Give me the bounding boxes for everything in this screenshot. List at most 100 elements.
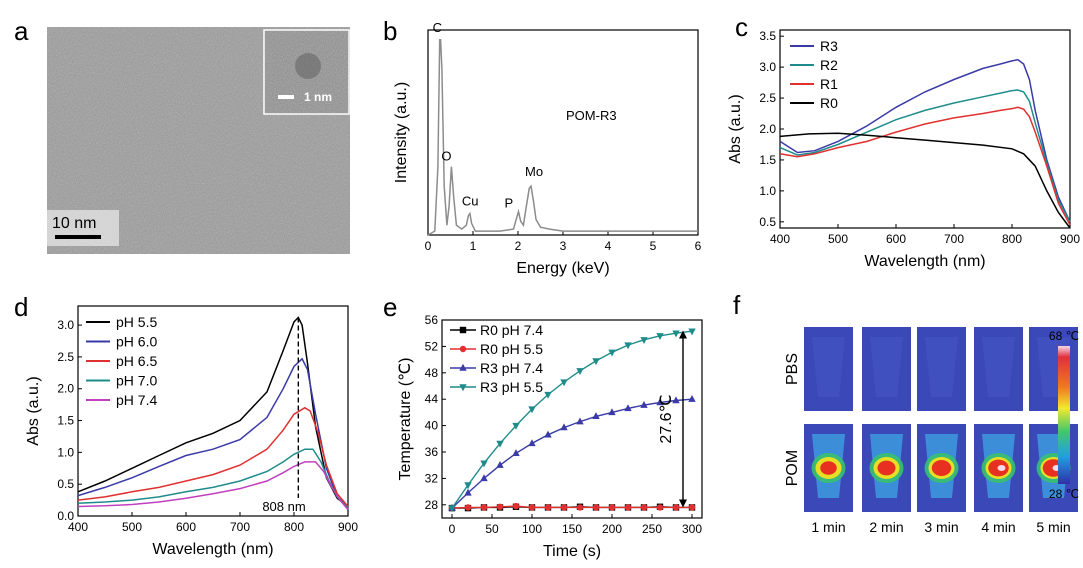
- series-line: [779, 89, 1071, 223]
- y-tick-label: 0.5: [759, 215, 776, 229]
- thermal-tile-pbs: [862, 327, 911, 411]
- legend-label: pH 6.0: [116, 334, 157, 350]
- data-point: [544, 504, 552, 511]
- x-tick-label: 300: [682, 522, 702, 536]
- column-label: 4 min: [981, 519, 1015, 535]
- legend-label: R3 pH 5.5: [480, 379, 543, 395]
- data-point: [672, 330, 680, 338]
- data-point: [512, 502, 520, 510]
- data-point: [688, 328, 696, 336]
- tube-shape: [812, 337, 845, 397]
- data-point: [640, 504, 648, 511]
- heat-peak: [997, 465, 1006, 471]
- x-tick-label: 2: [515, 239, 522, 253]
- panel-label-e: e: [383, 292, 397, 322]
- data-point: [544, 430, 552, 438]
- x-tick-label: 0: [425, 239, 432, 253]
- data-point: [592, 358, 600, 366]
- y-tick-label: 3.0: [57, 318, 74, 332]
- data-point: [640, 400, 648, 408]
- data-point: [544, 391, 552, 399]
- panel-label-b: b: [383, 16, 397, 46]
- data-point: [480, 474, 488, 482]
- legend-label: R2: [820, 57, 838, 73]
- column-label: 2 min: [869, 519, 903, 535]
- thermal-tile-pom: [862, 424, 911, 512]
- series-line: [451, 330, 693, 509]
- tem-inset: 1 nm: [263, 29, 350, 115]
- column-label: 1 min: [811, 519, 845, 535]
- legend-label: R1: [820, 76, 838, 92]
- x-tick-label: 3: [560, 239, 567, 253]
- inset-scale-bar-label: 1 nm: [304, 90, 332, 104]
- tube-shape: [925, 337, 958, 397]
- data-point: [448, 505, 456, 513]
- data-point: [624, 404, 632, 412]
- difference-arrow-head: [679, 499, 687, 508]
- y-tick-label: 1.0: [759, 184, 776, 198]
- colorbar-min-label: 28 ℃: [1049, 487, 1079, 501]
- x-tick-label: 800: [1002, 232, 1022, 246]
- panel-b-eds-spectrum: 0 1 2 3 4 5 6 Energy (keV) Intensity (a.u.) C O Cu P…: [393, 20, 702, 277]
- thermal-tile-pbs: [917, 327, 966, 411]
- data-point: [560, 504, 568, 511]
- data-point: [656, 333, 664, 341]
- series-line: [77, 448, 349, 509]
- row-label-pom: POM: [784, 450, 801, 486]
- data-point: [656, 504, 664, 511]
- x-tick-label: 900: [1060, 232, 1080, 246]
- sample-label: POM-R3: [566, 108, 617, 123]
- data-point: [459, 363, 467, 371]
- series-line: [779, 132, 1071, 229]
- series-line: [77, 461, 349, 511]
- thermal-tile-pom: [804, 424, 853, 512]
- data-point: [656, 398, 664, 406]
- y-tick-label: 48: [425, 366, 439, 380]
- x-tick-label: 1: [470, 239, 477, 253]
- data-point: [624, 504, 632, 511]
- series-line: [779, 58, 1071, 223]
- y-tick-label: 28: [425, 498, 439, 512]
- panel-label-d: d: [14, 292, 28, 322]
- y-tick-label: 36: [425, 445, 439, 459]
- y-tick-label: 1.5: [759, 153, 776, 167]
- data-point: [624, 342, 632, 350]
- data-point: [496, 440, 504, 448]
- peak-label: Cu: [462, 194, 479, 209]
- y-tick-label: 40: [425, 419, 439, 433]
- x-axis-label: Wavelength (nm): [864, 253, 985, 270]
- data-point: [608, 408, 616, 416]
- data-point: [640, 337, 648, 344]
- panel-f-thermal-images: 1 min 2 min 3 min 4 min 5 min PBS POM 68 ℃ 28 ℃: [784, 327, 1079, 535]
- y-tick-label: 1.5: [57, 414, 74, 428]
- panel-label-a: a: [14, 16, 29, 46]
- data-point: [459, 345, 467, 353]
- peak-label: Mo: [525, 164, 543, 179]
- data-point: [528, 439, 536, 447]
- x-tick-label: 500: [122, 520, 142, 534]
- data-point: [672, 504, 680, 511]
- data-point: [592, 412, 600, 420]
- data-point: [459, 326, 467, 334]
- data-point: [672, 396, 680, 404]
- series-line: [451, 398, 693, 509]
- peak-label: O: [441, 149, 451, 164]
- data-point: [464, 504, 472, 511]
- heat-core: [877, 460, 896, 476]
- panel-e-temperature: 0 50 100 150 200 250 300 28 32 36 40 44 48 52 56 Time (…: [397, 313, 703, 560]
- y-axis-label: Abs (a.u.): [727, 94, 744, 163]
- y-axis-label: Temperature (℃): [397, 358, 414, 481]
- legend-label: pH 6.5: [116, 353, 157, 369]
- peak-marker-label: 808 nm: [262, 499, 305, 514]
- x-axis-label: Wavelength (nm): [152, 541, 273, 558]
- series-line: [451, 505, 692, 509]
- panel-label-f: f: [733, 290, 741, 320]
- difference-arrow-head: [679, 330, 687, 339]
- colorbar-max-label: 68 ℃: [1049, 329, 1079, 343]
- x-tick-label: 50: [485, 522, 499, 536]
- x-tick-label: 5: [650, 239, 657, 253]
- difference-label: 27.6℃: [658, 394, 675, 443]
- y-axis-label: Intensity (a.u.): [393, 82, 410, 183]
- y-tick-label: 52: [425, 339, 439, 353]
